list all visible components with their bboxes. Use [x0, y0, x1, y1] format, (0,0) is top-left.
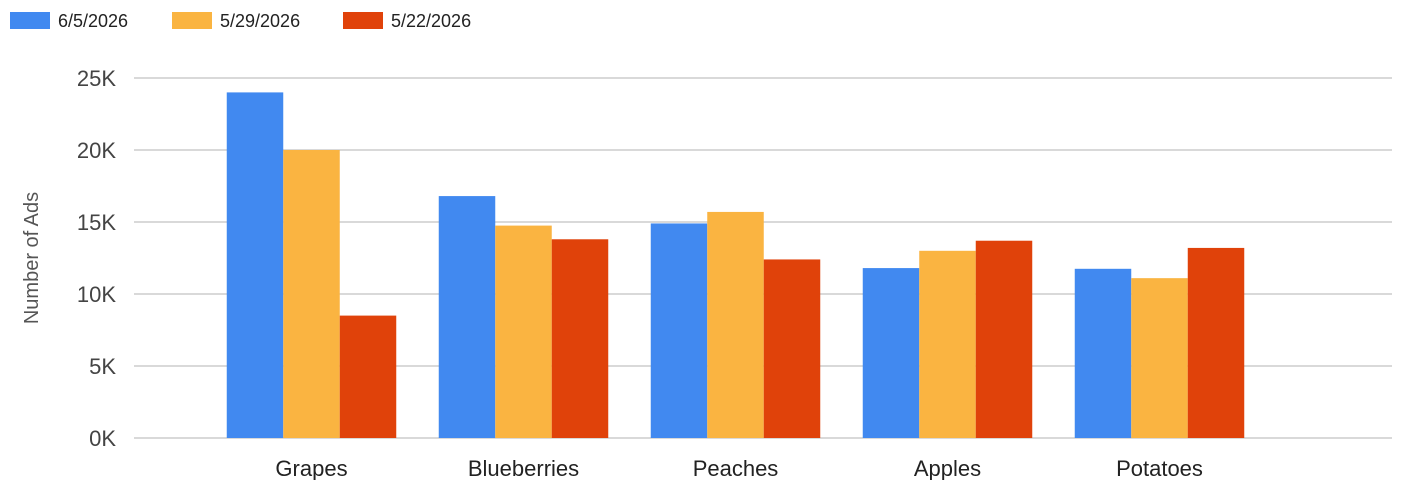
bars	[226, 92, 1245, 439]
y-tick-label-20k: 20K	[77, 138, 116, 163]
x-tick-label-potatoes: Potatoes	[1116, 456, 1203, 480]
legend-label-6-5-2026: 6/5/2026	[58, 11, 128, 31]
x-tick-label-grapes: Grapes	[275, 456, 347, 480]
bar-potatoes-6-5-2026	[1074, 268, 1132, 438]
legend-swatch-5-29-2026	[172, 12, 212, 29]
legend-label-5-22-2026: 5/22/2026	[391, 11, 471, 31]
y-tick-label-0k: 0K	[89, 426, 116, 451]
bar-blueberries-6-5-2026	[438, 196, 496, 438]
legend: 6/5/2026 5/29/2026 5/22/2026	[10, 11, 471, 31]
bar-apples-6-5-2026	[862, 268, 920, 438]
bar-peaches-6-5-2026	[650, 223, 708, 438]
x-tick-label-peaches: Peaches	[693, 456, 779, 480]
bar-peaches-5-29-2026	[707, 211, 764, 438]
legend-label-5-29-2026: 5/29/2026	[220, 11, 300, 31]
legend-swatch-6-5-2026	[10, 12, 50, 29]
bar-blueberries-5-29-2026	[495, 225, 552, 438]
bar-peaches-5-22-2026	[763, 259, 821, 438]
y-tick-label-5k: 5K	[89, 354, 116, 379]
y-tick-label-10k: 10K	[77, 282, 116, 307]
legend-swatch-5-22-2026	[343, 12, 383, 29]
bar-apples-5-29-2026	[919, 250, 976, 438]
y-axis-title: Number of Ads	[21, 192, 43, 324]
bar-grapes-5-29-2026	[283, 150, 340, 438]
y-axis-ticks: 0K 5K 10K 15K 20K 25K	[77, 66, 116, 451]
bar-blueberries-5-22-2026	[551, 239, 609, 438]
x-tick-label-blueberries: Blueberries	[468, 456, 579, 480]
bar-grapes-6-5-2026	[226, 92, 284, 439]
bar-potatoes-5-22-2026	[1187, 247, 1245, 438]
bar-apples-5-22-2026	[975, 240, 1033, 438]
bar-potatoes-5-29-2026	[1131, 278, 1188, 438]
x-axis-labels: Grapes Blueberries Peaches Apples Potatoes	[275, 456, 1203, 480]
bar-grapes-5-22-2026	[339, 315, 397, 438]
x-tick-label-apples: Apples	[914, 456, 981, 480]
y-tick-label-15k: 15K	[77, 210, 116, 235]
y-tick-label-25k: 25K	[77, 66, 116, 91]
